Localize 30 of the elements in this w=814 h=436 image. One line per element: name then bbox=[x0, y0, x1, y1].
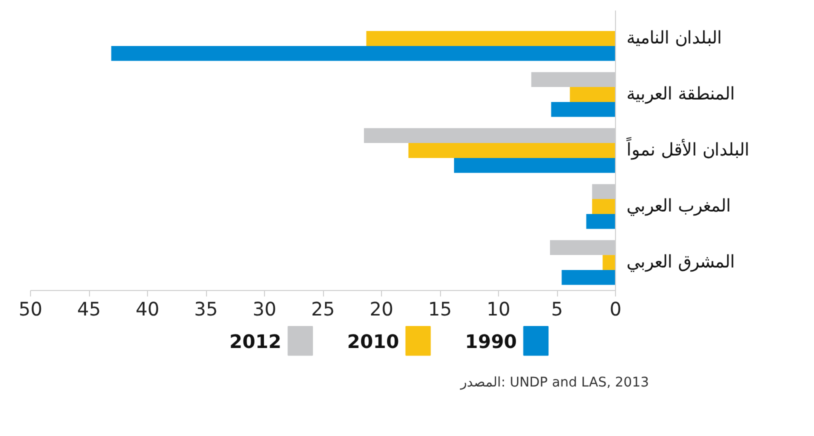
x-tick-label: 40 bbox=[136, 300, 160, 320]
x-tick-label: 25 bbox=[311, 300, 335, 320]
y-tick-label: البلدان النامية bbox=[626, 28, 722, 48]
x-tick-label: 15 bbox=[428, 300, 452, 320]
x-tick-label: 30 bbox=[252, 300, 276, 320]
x-tick-label: 35 bbox=[194, 300, 218, 320]
legend-label: 2012 bbox=[229, 332, 282, 353]
y-tick-label: المنطقة العربية bbox=[626, 84, 736, 104]
y-tick-label: المشرق العربي bbox=[626, 252, 736, 272]
legend-label: 2010 bbox=[347, 332, 400, 353]
bar bbox=[562, 270, 616, 285]
legend-label: 1990 bbox=[464, 332, 517, 353]
bar bbox=[586, 214, 616, 229]
bar bbox=[408, 143, 616, 158]
x-tick-label: 50 bbox=[18, 300, 42, 320]
bar bbox=[570, 87, 616, 102]
bar bbox=[602, 255, 616, 270]
y-tick-label: المغرب العربي bbox=[626, 196, 732, 216]
bar bbox=[592, 199, 616, 214]
x-tick-label: 10 bbox=[486, 300, 510, 320]
x-tick-label: 20 bbox=[370, 300, 394, 320]
bar bbox=[366, 31, 616, 46]
bar bbox=[111, 46, 616, 61]
text: المصدر: UNDP and LAS, 2013 bbox=[460, 376, 649, 390]
bar bbox=[551, 102, 616, 117]
x-tick-label: 0 bbox=[610, 300, 622, 320]
x-tick-label: 45 bbox=[77, 300, 101, 320]
bar bbox=[454, 158, 616, 173]
y-tick-label: البلدان الأقل نمواً bbox=[626, 136, 750, 160]
x-tick-label: 5 bbox=[551, 300, 563, 320]
